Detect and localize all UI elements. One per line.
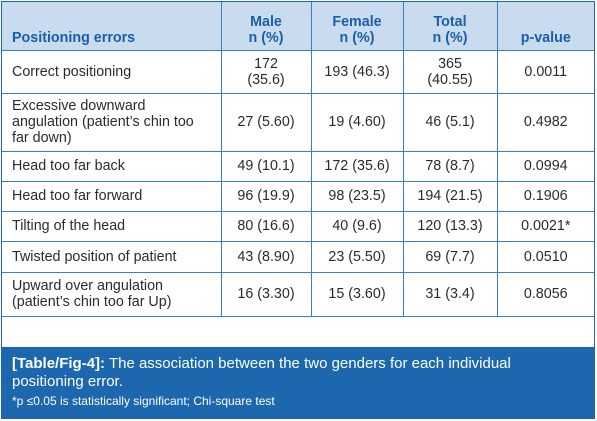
caption-body: The association between the two genders …	[12, 355, 511, 390]
caption-text: [Table/Fig-4]: The association between t…	[12, 355, 584, 391]
cell-total: 69 (7.7)	[403, 241, 498, 273]
cell-label: Excessive downward angulation (patient’s …	[2, 93, 222, 152]
header-female: Female n (%)	[311, 2, 404, 51]
cell-total: 365 (40.55)	[403, 50, 498, 94]
header-p-value: p-value	[497, 2, 594, 51]
header-total: Total n (%)	[403, 2, 498, 51]
table-caption: [Table/Fig-4]: The association between t…	[2, 347, 594, 418]
cell-male: 27 (5.60)	[221, 93, 312, 152]
cell-male: 49 (10.1)	[221, 151, 312, 182]
cell-male: 43 (8.90)	[221, 241, 312, 273]
table-row: Twisted position of patient 43 (8.90) 23 (…	[2, 241, 594, 273]
cell-female: 19 (4.60)	[311, 93, 404, 152]
cell-p: 0.1906	[497, 181, 594, 212]
table-row: Upward over angulation (patient’s chin to…	[2, 272, 594, 317]
cell-label: Tilting of the head	[2, 211, 222, 242]
cell-female: 23 (5.50)	[311, 241, 404, 273]
cell-female: 98 (23.5)	[311, 181, 404, 212]
cell-male: 96 (19.9)	[221, 181, 312, 212]
cell-total: 31 (3.4)	[403, 272, 498, 317]
header-male: Male n (%)	[221, 2, 312, 51]
cell-label: Upward over angulation (patient’s chin to…	[2, 272, 222, 317]
cell-label: Correct positioning	[2, 50, 222, 94]
cell-total: 46 (5.1)	[403, 93, 498, 152]
table-row: Correct positioning 172 (35.6) 193 (46.3) 36…	[2, 50, 594, 94]
cell-p: 0.0011	[497, 50, 594, 94]
cell-label: Head too far forward	[2, 181, 222, 212]
cell-p: 0.0510	[497, 241, 594, 273]
positioning-errors-table: Positioning errors Male n (%) Female n (%)…	[2, 2, 594, 317]
cell-male: 172 (35.6)	[221, 50, 312, 94]
cell-label: Twisted position of patient	[2, 241, 222, 273]
cell-label: Head too far back	[2, 151, 222, 182]
cell-p: 0.8056	[497, 272, 594, 317]
table-row: Tilting of the head 80 (16.6) 40 (9.6) 120 …	[2, 211, 594, 242]
cell-total: 120 (13.3)	[403, 211, 498, 242]
header-positioning-errors: Positioning errors	[2, 2, 222, 51]
header-row: Positioning errors Male n (%) Female n (%)…	[2, 2, 594, 51]
caption-footnote: *p ≤0.05 is statistically significant; C…	[12, 394, 275, 408]
cell-p: 0.0994	[497, 151, 594, 182]
cell-female: 40 (9.6)	[311, 211, 404, 242]
table-row: Head too far back 49 (10.1) 172 (35.6) 78 (…	[2, 151, 594, 182]
cell-p: 0.0021*	[497, 211, 594, 242]
cell-female: 15 (3.60)	[311, 272, 404, 317]
cell-female: 172 (35.6)	[311, 151, 404, 182]
table-row: Excessive downward angulation (patient’s …	[2, 93, 594, 152]
cell-total: 194 (21.5)	[403, 181, 498, 212]
cell-male: 80 (16.6)	[221, 211, 312, 242]
caption-ref: [Table/Fig-4]:	[12, 355, 106, 372]
cell-male: 16 (3.30)	[221, 272, 312, 317]
cell-p: 0.4982	[497, 93, 594, 152]
table-row: Head too far forward 96 (19.9) 98 (23.5) 19…	[2, 181, 594, 212]
cell-total: 78 (8.7)	[403, 151, 498, 182]
cell-female: 193 (46.3)	[311, 50, 404, 94]
